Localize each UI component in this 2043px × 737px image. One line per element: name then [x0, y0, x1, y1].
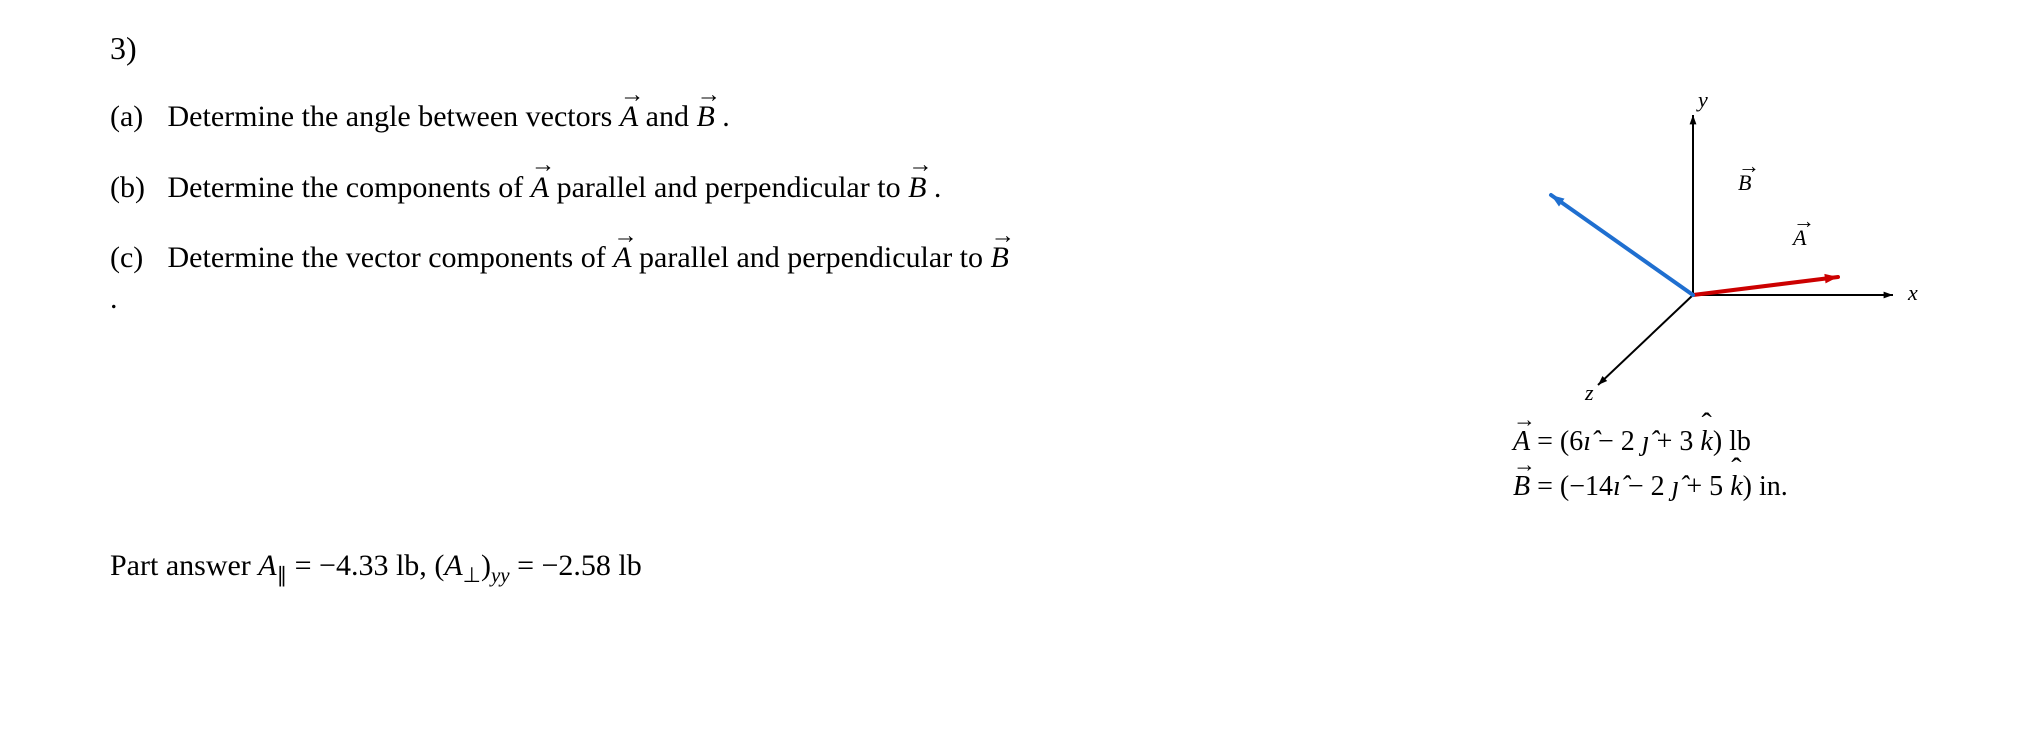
- perp-open: (: [434, 549, 444, 582]
- vector-diagram: xyzA→B→: [1513, 95, 1933, 405]
- equation-B: B = (−14ı̂ − 2 ȷ̂ + 5 k) in.: [1513, 465, 1933, 510]
- vector-B-symbol: B: [696, 97, 714, 138]
- yy-subscript: yy: [491, 563, 510, 587]
- A-parallel-value: −4.33 lb,: [319, 549, 434, 582]
- diagram-svg: xyzA→B→: [1513, 95, 1933, 405]
- eq-B-units: in.: [1759, 471, 1788, 502]
- part-b-text-before: Determine the components of: [168, 171, 531, 204]
- vector-B-symbol: B: [908, 168, 926, 209]
- part-c-label: (c): [110, 238, 160, 279]
- parallel-subscript: ∥: [277, 563, 288, 587]
- eq-A-prefix: = (: [1537, 426, 1569, 457]
- A-perp-symbol: A: [444, 549, 462, 582]
- vector-equations: A = (6ı̂ − 2 ȷ̂ + 3 k) lb B = (−14ı̂ − 2…: [1513, 420, 1933, 510]
- vector-A-symbol: A: [531, 168, 549, 209]
- k-hat: k: [1730, 465, 1742, 510]
- part-a: (a) Determine the angle between vectors …: [110, 97, 1010, 138]
- eq-A-k-coef: + 3: [1657, 426, 1694, 457]
- k-hat: k: [1700, 420, 1712, 465]
- A-perp-value: = −2.58 lb: [510, 549, 642, 582]
- svg-text:→: →: [1793, 208, 1815, 233]
- eq-B-k-coef: + 5: [1686, 471, 1723, 502]
- part-b-text-after: .: [934, 171, 942, 204]
- eq-sign: =: [287, 549, 319, 582]
- perp-close: ): [481, 549, 491, 582]
- eq-B-prefix: = (: [1537, 471, 1569, 502]
- eq-A-j-coef: − 2: [1598, 426, 1635, 457]
- space3: [1665, 471, 1672, 502]
- question-number: 3): [110, 30, 2003, 67]
- question-body: (a) Determine the angle between vectors …: [110, 97, 1010, 319]
- i-hat: ı̂: [1583, 426, 1591, 457]
- part-c: (c) Determine the vector components of A…: [110, 238, 1010, 319]
- perp-subscript: ⊥: [463, 563, 481, 587]
- svg-text:x: x: [1907, 280, 1918, 305]
- eq-A-i-coef: 6: [1569, 426, 1583, 457]
- part-b-label: (b): [110, 168, 160, 209]
- part-a-label: (a): [110, 97, 160, 138]
- eq-B-suffix: ): [1743, 471, 1759, 502]
- part-b: (b) Determine the components of A parall…: [110, 168, 1010, 209]
- part-b-text-mid: parallel and perpendicular to: [557, 171, 909, 204]
- eq-A-suffix: ): [1713, 426, 1729, 457]
- part-c-text-after: .: [110, 282, 118, 315]
- svg-text:y: y: [1696, 87, 1708, 112]
- j-hat: ȷ̂: [1642, 426, 1650, 457]
- part-answer: Part answer A∥ = −4.33 lb, (A⊥)yy = −2.5…: [110, 549, 2003, 588]
- eq-B-i-coef: −14: [1569, 471, 1613, 502]
- part-a-text-before: Determine the angle between vectors: [168, 100, 620, 133]
- vector-B-symbol: B: [991, 238, 1009, 279]
- svg-text:z: z: [1584, 380, 1594, 405]
- j-hat: ȷ̂: [1672, 471, 1680, 502]
- part-a-text-mid: and: [646, 100, 697, 133]
- space4: [1723, 471, 1730, 502]
- space1: [1635, 426, 1642, 457]
- vector-A-symbol: A: [613, 238, 631, 279]
- space2: [1693, 426, 1700, 457]
- eq-B-j-coef: − 2: [1628, 471, 1665, 502]
- part-c-text-before: Determine the vector components of: [168, 241, 614, 274]
- equation-A: A = (6ı̂ − 2 ȷ̂ + 3 k) lb: [1513, 420, 1933, 465]
- i-hat: ı̂: [1613, 471, 1621, 502]
- page-root: 3) (a) Determine the angle between vecto…: [0, 0, 2043, 737]
- part-answer-prefix: Part answer: [110, 549, 258, 582]
- part-c-text-mid: parallel and perpendicular to: [639, 241, 991, 274]
- A-parallel-symbol: A: [258, 549, 276, 582]
- svg-text:→: →: [1738, 153, 1760, 178]
- part-a-text-after: .: [722, 100, 730, 133]
- vector-A-symbol: A: [620, 97, 638, 138]
- eq-B-symbol: B: [1513, 465, 1530, 510]
